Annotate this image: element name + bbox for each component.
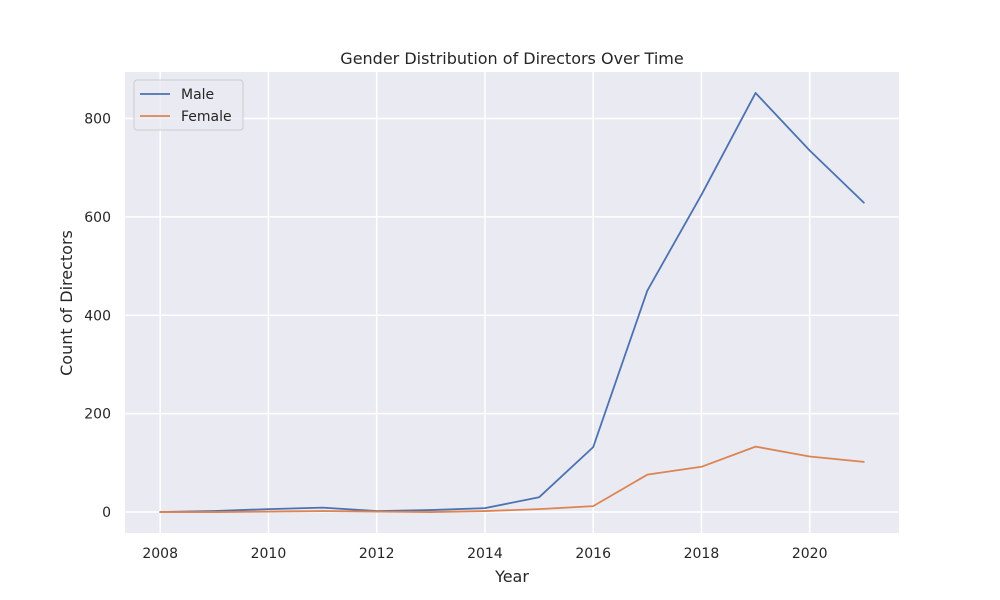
y-tick-label: 0 xyxy=(102,505,111,521)
tick-labels: 2008 2010 2012 2014 2016 2018 2020 0 200 400 600 80… xyxy=(84,112,827,562)
x-tick-label: 2016 xyxy=(575,546,611,562)
legend-label-male: Male xyxy=(181,87,214,103)
x-tick-label: 2014 xyxy=(467,546,503,562)
y-tick-label: 400 xyxy=(84,308,111,324)
grid xyxy=(125,72,899,533)
y-tick-label: 800 xyxy=(84,112,111,128)
series-lines xyxy=(159,92,865,513)
x-tick-label: 2018 xyxy=(684,546,720,562)
series-line-male xyxy=(159,92,865,513)
series-line-female xyxy=(159,445,865,513)
y-tick-label: 600 xyxy=(84,210,111,226)
chart-title: Gender Distribution of Directors Over Ti… xyxy=(340,49,683,68)
legend: Male Female xyxy=(133,79,244,131)
y-tick-label: 200 xyxy=(84,407,111,423)
x-axis-label: Year xyxy=(494,567,529,586)
legend-label-female: Female xyxy=(181,109,232,125)
plot-area xyxy=(125,72,899,533)
x-tick-label: 2020 xyxy=(792,546,828,562)
y-axis-label: Count of Directors xyxy=(57,230,76,376)
x-tick-label: 2010 xyxy=(251,546,287,562)
legend-box xyxy=(133,79,244,131)
x-tick-label: 2008 xyxy=(142,546,178,562)
x-tick-label: 2012 xyxy=(359,546,395,562)
